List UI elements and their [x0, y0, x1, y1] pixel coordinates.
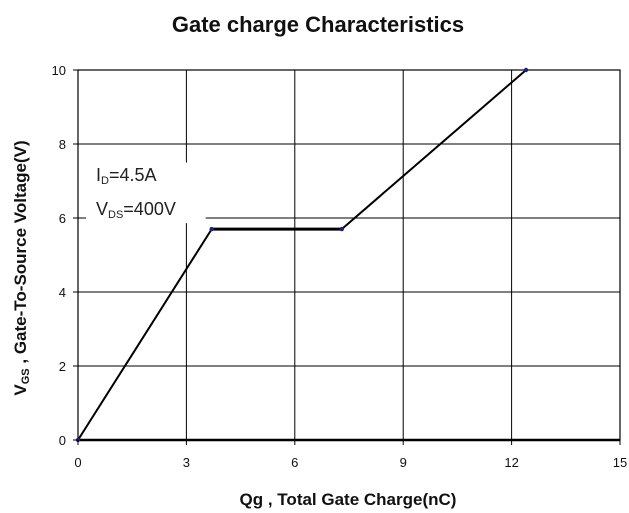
x-tick-label: 12: [504, 455, 518, 470]
y-tick-label: 8: [59, 137, 66, 152]
x-tick-label: 0: [74, 455, 81, 470]
x-tick-labels: 0 3 6 9 12 15: [74, 440, 627, 470]
y-tick-label: 10: [52, 63, 66, 78]
y-tick-labels: 0 2 4 6 8 10: [52, 63, 78, 448]
x-tick-label: 15: [613, 455, 627, 470]
x-axis-label: Qg , Total Gate Charge(nC): [240, 490, 457, 509]
y-axis-label: VGS , Gate-To-Source Voltage(V): [11, 140, 32, 395]
annotation-id: ID=4.5A: [96, 165, 157, 187]
y-tick-label: 4: [59, 285, 66, 300]
annotation-box: ID=4.5A VDS=400V: [86, 162, 206, 224]
data-point: [339, 226, 344, 232]
annotation-vds: VDS=400V: [96, 199, 176, 221]
grid-lines: [77, 69, 621, 442]
x-tick-label: 3: [183, 455, 190, 470]
series-layer: [75, 67, 529, 443]
y-tick-label: 6: [59, 211, 66, 226]
data-point: [523, 67, 529, 73]
plot-frame: [77, 69, 621, 441]
x-tick-label: 9: [400, 455, 407, 470]
data-point: [209, 226, 214, 232]
chart-title: Gate charge Characteristics: [172, 12, 464, 37]
y-tick-label: 0: [59, 433, 66, 448]
y-tick-label: 2: [59, 359, 66, 374]
series-segment: [77, 228, 213, 441]
series-segment: [341, 69, 527, 230]
x-tick-label: 6: [291, 455, 298, 470]
